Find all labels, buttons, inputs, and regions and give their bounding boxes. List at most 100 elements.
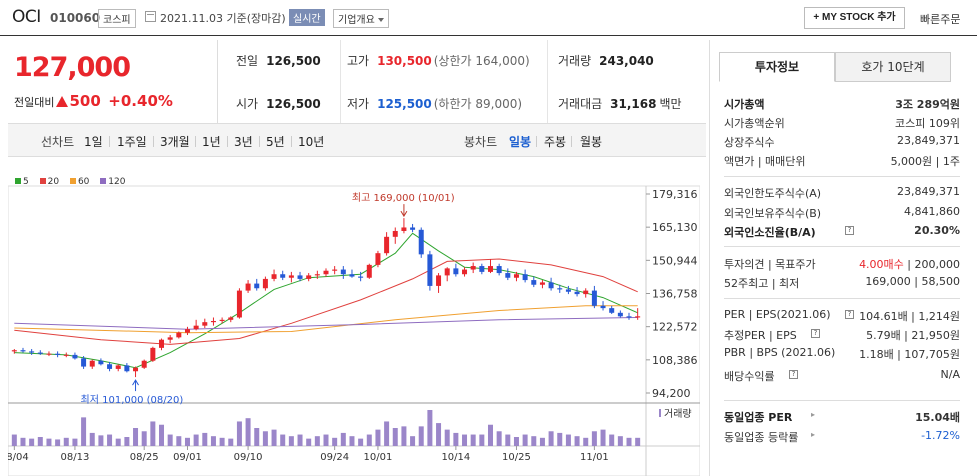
candle-body <box>557 288 563 290</box>
candle-body <box>565 289 571 292</box>
volume-bar <box>522 434 528 446</box>
add-mystock-button[interactable]: + MY STOCK 추가 <box>804 7 905 29</box>
candle-body <box>167 337 173 340</box>
candle-body <box>55 353 61 355</box>
help-icon[interactable]: ? <box>811 329 820 338</box>
arrow-icon: ▸ <box>811 430 816 439</box>
volume-bar <box>591 431 597 446</box>
candle <box>418 227 424 258</box>
tab-investment-info[interactable]: 투자정보 <box>719 52 835 82</box>
low-arrow-head <box>132 379 139 386</box>
candle-body <box>46 353 52 355</box>
candle-body <box>29 351 35 353</box>
candle-body <box>617 312 623 317</box>
x-tick-label: 10/14 <box>441 452 470 463</box>
price-stats: 전일 126,500 고가 130,500 (상한가 164,000) 거래량 243,… <box>218 40 706 123</box>
candle <box>89 359 95 369</box>
volume-bar <box>487 424 493 446</box>
candle <box>340 266 346 279</box>
candle-body <box>271 274 277 279</box>
volume-bar <box>418 426 424 446</box>
volume-bar <box>617 436 623 446</box>
candle-chart-label: 봉차트 <box>464 135 498 149</box>
candle <box>496 263 502 276</box>
period-10y[interactable]: 10년 <box>298 135 325 149</box>
candle <box>245 280 251 293</box>
x-tick-label: 09/24 <box>320 452 349 463</box>
volume-bar <box>479 434 485 446</box>
volume-bar <box>410 436 416 446</box>
y-tick-label: 150,944 <box>652 254 698 267</box>
current-price-box: 127,000 전일대비 500 +0.40% <box>8 40 218 123</box>
period-1d[interactable]: 1일 <box>84 135 103 149</box>
corp-info-dropdown[interactable]: 기업개요 <box>333 9 389 28</box>
volume-bar <box>63 437 69 446</box>
candle <box>159 338 165 351</box>
candle <box>124 363 130 373</box>
x-tick-label: 11/01 <box>580 452 609 463</box>
candle-body <box>11 350 17 352</box>
tab-order-book[interactable]: 호가 10단계 <box>835 52 951 82</box>
candle-body <box>288 275 294 278</box>
candle <box>427 250 433 291</box>
candle-body <box>522 274 528 281</box>
candle-body <box>107 364 113 369</box>
volume-bar <box>314 436 320 446</box>
period-1w[interactable]: 1주일 <box>117 135 147 149</box>
volume-bar <box>462 434 468 446</box>
price-chart[interactable]: 179,316 165,130 150,944 136,758 122,572 108,3… <box>8 166 700 476</box>
candle-body <box>384 236 390 254</box>
candle <box>401 218 407 234</box>
y-tick-label: 179,316 <box>652 188 698 201</box>
candle-body <box>539 282 545 285</box>
volume-bar <box>219 437 225 446</box>
candle <box>470 262 476 274</box>
help-icon[interactable]: ? <box>845 310 854 319</box>
legend-ma60: 60 <box>69 177 89 187</box>
candle <box>522 269 528 283</box>
help-icon[interactable]: ? <box>845 226 854 235</box>
stat-open: 시가 126,500 <box>236 97 321 111</box>
candle-body <box>505 273 511 278</box>
y-tick-label: 136,758 <box>652 288 698 301</box>
period-3m[interactable]: 3개월 <box>160 135 190 149</box>
stat-high: 고가 130,500 (상한가 164,000) <box>347 54 530 68</box>
chart-toolbar: 선차트 1일 1주일 3개월 1년 3년 5년 10년 봉차트 일봉 주봉 월봉 <box>8 123 706 157</box>
candle-daily[interactable]: 일봉 <box>509 135 532 149</box>
candle-body <box>176 332 182 338</box>
candle <box>150 346 156 362</box>
volume-label: 거래량 <box>664 408 692 420</box>
volume-bar <box>11 434 17 446</box>
candle <box>81 356 87 369</box>
high-arrow-head <box>400 210 408 218</box>
base-date: 2021.11.03 기준(장마감) <box>160 12 286 25</box>
volume-bar <box>401 426 407 446</box>
candle-body <box>349 274 355 277</box>
volume-bar <box>332 437 338 446</box>
candle <box>37 350 43 355</box>
candle-body <box>210 320 216 323</box>
chart-frame <box>8 185 700 476</box>
realtime-badge[interactable]: 실시간 <box>289 9 325 26</box>
corp-info-label: 기업개요 <box>338 15 375 26</box>
candle-weekly[interactable]: 주봉 <box>544 135 567 149</box>
candle-body <box>453 268 459 275</box>
candle-body <box>297 275 303 279</box>
volume-bar <box>626 437 632 446</box>
candle-monthly[interactable]: 월봉 <box>580 135 603 149</box>
candle-body <box>609 308 615 313</box>
stock-code: 010060 <box>50 11 101 25</box>
help-icon[interactable]: ? <box>789 370 798 379</box>
candle <box>11 349 17 354</box>
candle-body <box>89 360 95 367</box>
candle <box>280 270 286 281</box>
period-1y[interactable]: 1년 <box>202 135 221 149</box>
candle-body <box>115 365 121 369</box>
candle <box>98 358 104 366</box>
period-5y[interactable]: 5년 <box>266 135 285 149</box>
period-3y[interactable]: 3년 <box>234 135 253 149</box>
quick-order-link[interactable]: 빠른주문 <box>920 13 961 26</box>
volume-bar <box>306 438 312 446</box>
volume-bar <box>358 438 364 446</box>
y-tick-label: 94,200 <box>652 387 691 400</box>
